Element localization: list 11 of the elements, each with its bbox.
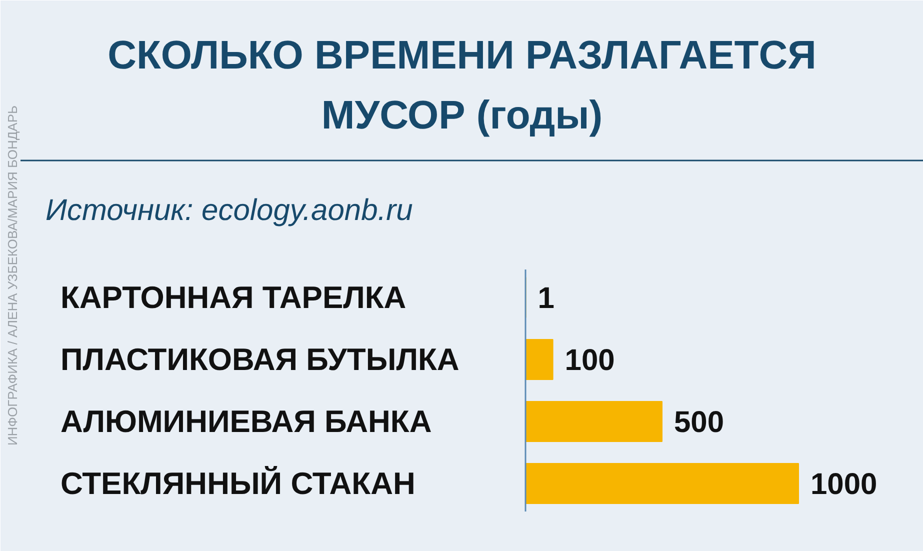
text: ИНФОГРАФИКА / АЛЕНА УЗБЕКОВА/МАРИЯ БОНДАРЬ: [5, 105, 20, 446]
data-label: 1000: [810, 468, 878, 501]
y-tick-label: КАРТОННАЯ ТАРЕЛКА: [60, 280, 406, 315]
y-tick-label: АЛЮМИНИЕВАЯ БАНКА: [60, 404, 432, 439]
y-tick-label: СТЕКЛЯННЫЙ СТАКАН: [60, 465, 416, 501]
data-label: 500: [674, 406, 724, 439]
text: Источник: ecology.aonb.ru: [46, 194, 414, 227]
data-label: 1: [538, 282, 554, 315]
chart-title: СКОЛЬКО ВРЕМЕНИ РАЗЛАГАЕТСЯ МУСОР (годы): [108, 34, 816, 138]
data-label: 100: [564, 344, 615, 377]
y-tick-label: ПЛАСТИКОВАЯ БУТЫЛКА: [60, 342, 460, 377]
